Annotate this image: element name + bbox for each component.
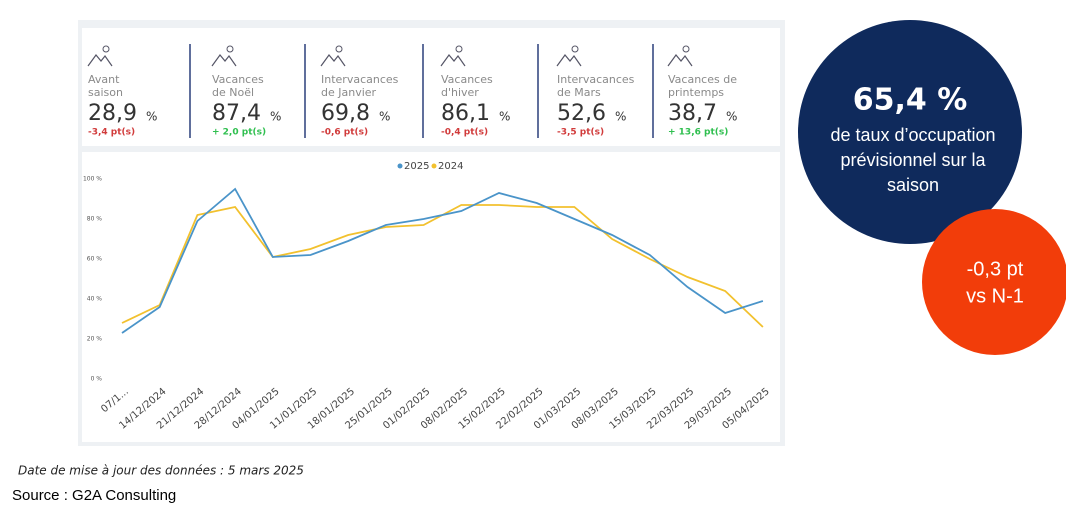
kpi-value: 69,8 [321,101,370,126]
y-tick-label: 80 % [87,216,103,223]
kpi-value: 86,1 [441,101,490,126]
legend-label: 2024 [438,161,463,172]
kpi-label: Vacances [441,73,493,86]
icon [682,45,690,53]
kpi-label: d'hiver [441,86,479,99]
legend-marker [431,163,437,169]
source: Source : G2A Consulting [12,487,176,504]
highlight-text: prévisionnel sur la [840,150,986,170]
icon [320,54,346,67]
kpi-label: Avant [88,73,120,86]
icon [455,45,463,53]
delta-circle [922,209,1066,355]
kpi-unit: % [499,110,510,124]
kpi-delta: -0,6 pt(s) [321,128,368,138]
kpi-label: Vacances de [668,73,737,86]
kpi-value: 28,9 [88,101,137,126]
kpi-label: de Janvier [321,86,377,99]
icon [556,54,582,67]
highlight-text: saison [887,175,939,195]
kpi-value: 38,7 [668,101,717,126]
legend-label: 2025 [404,161,429,172]
kpi-value: 52,6 [557,101,606,126]
kpi-label: Intervacances [557,73,635,86]
kpi-delta: -3,5 pt(s) [557,128,604,138]
kpi-delta: + 13,6 pt(s) [668,128,728,138]
kpi-unit: % [379,110,390,124]
chart-card [82,152,780,442]
kpi-unit: % [146,110,157,124]
icon [211,54,237,67]
kpi-label: printemps [668,86,724,99]
delta-text: vs N-1 [966,285,1024,307]
icon [667,54,693,67]
line [121,187,764,334]
y-tick-label: 0 % [91,376,103,383]
highlight-circle [798,20,1022,244]
icon [102,45,110,53]
icon [335,45,343,53]
y-tick-label: 100 % [83,176,102,183]
y-tick-label: 20 % [87,336,103,343]
update-note: Date de mise à jour des données : 5 mars… [18,464,304,478]
icon [440,54,466,67]
kpi-value: 87,4 [212,101,261,126]
kpi-delta: -3,4 pt(s) [88,128,135,138]
kpi-label: saison [88,86,123,99]
icon [571,45,579,53]
kpi-label: de Mars [557,86,601,99]
kpi-label: de Noël [212,86,254,99]
kpi-card [82,28,780,146]
kpi-unit: % [270,110,281,124]
kpi-delta: -0,4 pt(s) [441,128,488,138]
icon [87,54,113,67]
icon [226,45,234,53]
highlight-value: 65,4 % [853,83,968,118]
kpi-unit: % [726,110,737,124]
legend-marker [397,163,403,169]
y-tick-label: 40 % [87,296,103,303]
kpi-delta: + 2,0 pt(s) [212,128,266,138]
delta-text: -0,3 pt [967,258,1024,280]
y-tick-label: 60 % [87,256,103,263]
kpi-label: Intervacances [321,73,399,86]
kpi-unit: % [615,110,626,124]
kpi-label: Vacances [212,73,264,86]
highlight-text: de taux d’occupation [830,125,995,145]
